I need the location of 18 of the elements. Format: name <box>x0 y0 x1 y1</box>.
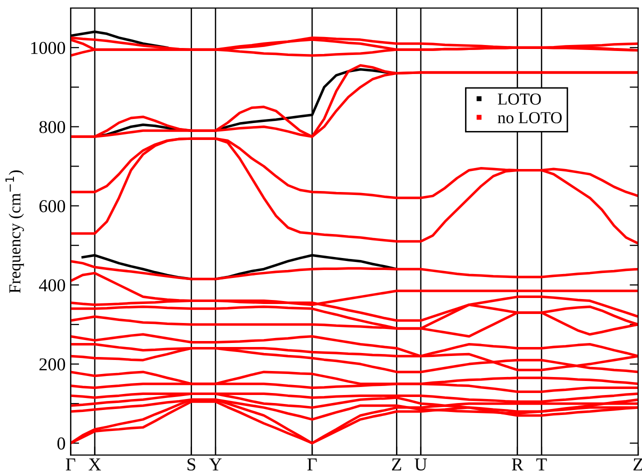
x-tick-label: T <box>536 458 547 470</box>
y-tick-label: 1000 <box>31 42 66 54</box>
x-tick-label: X <box>88 458 101 470</box>
x-tick-label: Γ <box>66 458 76 470</box>
y-tick-label: 800 <box>39 120 66 134</box>
y-tick-label: 200 <box>39 358 66 370</box>
x-tick-label: Y <box>209 458 222 470</box>
y-tick-label: 400 <box>39 279 66 292</box>
x-tick-label: Γ <box>307 458 317 470</box>
x-tick-label: U <box>414 458 427 471</box>
legend-label: LOTO <box>498 94 541 105</box>
x-tick-label: Z <box>392 458 402 470</box>
legend-label: no LOTO <box>498 112 562 124</box>
y-tick-label: 600 <box>39 200 66 212</box>
x-tick-label: S <box>188 458 196 471</box>
y-tick-label: 0 <box>57 437 66 450</box>
x-tick-label: R <box>512 458 524 470</box>
y-axis-title: Frequency (cm$^{−1}$) <box>5 170 24 293</box>
